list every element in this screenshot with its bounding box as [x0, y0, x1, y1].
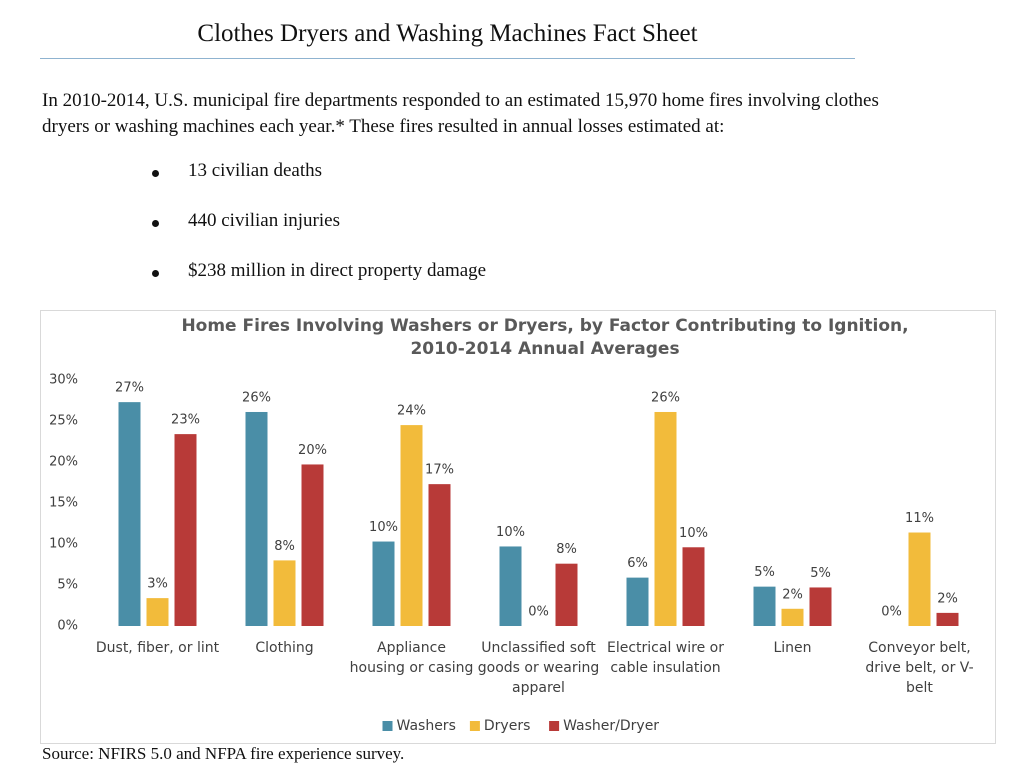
bar — [809, 587, 832, 626]
y-tick-label: 5% — [57, 578, 78, 593]
x-tick-label: Electrical wire or cable insulation — [607, 640, 724, 676]
value-label: 26% — [242, 390, 271, 405]
chart-title: Home Fires Involving Washers or Dryers, … — [181, 316, 909, 359]
chart-frame — [40, 310, 996, 744]
value-label: 10% — [496, 525, 525, 540]
value-label: 27% — [115, 381, 144, 396]
value-label: 11% — [905, 511, 934, 526]
value-label: 0% — [881, 605, 902, 620]
value-label: 10% — [369, 520, 398, 535]
value-label: 5% — [754, 565, 775, 580]
bullet-item: 13 civilian deaths — [188, 160, 323, 181]
y-tick-label: 15% — [49, 496, 78, 511]
value-label: 8% — [556, 542, 577, 557]
bullet-dot — [152, 170, 159, 177]
value-label: 5% — [810, 566, 831, 581]
bar — [372, 541, 395, 626]
bullet-item: 440 civilian injuries — [188, 210, 340, 231]
bar — [146, 598, 169, 626]
bar — [400, 425, 423, 626]
title-rule — [40, 58, 855, 59]
value-label: 0% — [528, 605, 549, 620]
y-tick-label: 10% — [49, 537, 78, 552]
x-tick-label: Dust, fiber, or lint — [95, 640, 220, 656]
value-label: 6% — [627, 556, 648, 571]
bullet-dot — [152, 220, 159, 227]
value-label: 2% — [782, 587, 803, 602]
bar — [654, 411, 677, 626]
bar — [781, 608, 804, 626]
bullet-item: $238 million in direct property damage — [188, 260, 487, 281]
y-tick-label: 30% — [49, 373, 78, 388]
source-note: Source: NFIRS 5.0 and NFPA fire experien… — [42, 744, 405, 763]
bar — [301, 464, 324, 626]
bar — [555, 563, 578, 626]
y-tick-label: 20% — [49, 455, 78, 470]
intro-paragraph: In 2010-2014, U.S. municipal fire depart… — [42, 90, 879, 137]
bar — [626, 577, 649, 626]
bar — [118, 402, 141, 626]
value-label: 23% — [171, 413, 200, 428]
legend-swatch — [382, 721, 393, 731]
legend-swatch — [549, 721, 560, 731]
y-tick-label: 25% — [49, 414, 78, 429]
x-tick-label: Conveyor belt, drive belt, or V-belt — [865, 640, 974, 696]
bar — [428, 484, 451, 626]
bar — [174, 434, 197, 626]
bar — [245, 411, 268, 626]
bar — [908, 532, 931, 626]
value-label: 20% — [298, 443, 327, 458]
legend-swatch — [469, 721, 480, 731]
y-tick-label: 0% — [57, 619, 78, 634]
bar — [753, 586, 776, 626]
bullet-dot — [152, 270, 159, 277]
x-tick-label: Linen — [773, 640, 812, 656]
document-title: Clothes Dryers and Washing Machines Fact… — [197, 20, 698, 47]
legend-label: Washer/Dryer — [563, 718, 659, 734]
value-label: 17% — [425, 463, 454, 478]
legend-label: Dryers — [484, 718, 530, 734]
x-tick-label: Clothing — [255, 640, 314, 656]
value-label: 2% — [937, 591, 958, 606]
bar — [936, 612, 959, 626]
bar — [682, 547, 705, 626]
x-tick-label: Unclassified soft goods or wearing appar… — [477, 640, 600, 696]
value-label: 10% — [679, 526, 708, 541]
x-tick-label: Appliance housing or casing — [349, 640, 474, 676]
bar — [273, 560, 296, 626]
value-label: 26% — [651, 390, 680, 405]
value-label: 24% — [397, 404, 426, 419]
legend-label: Washers — [397, 718, 456, 734]
value-label: 3% — [147, 577, 168, 592]
bar — [499, 546, 522, 626]
value-label: 8% — [274, 539, 295, 554]
